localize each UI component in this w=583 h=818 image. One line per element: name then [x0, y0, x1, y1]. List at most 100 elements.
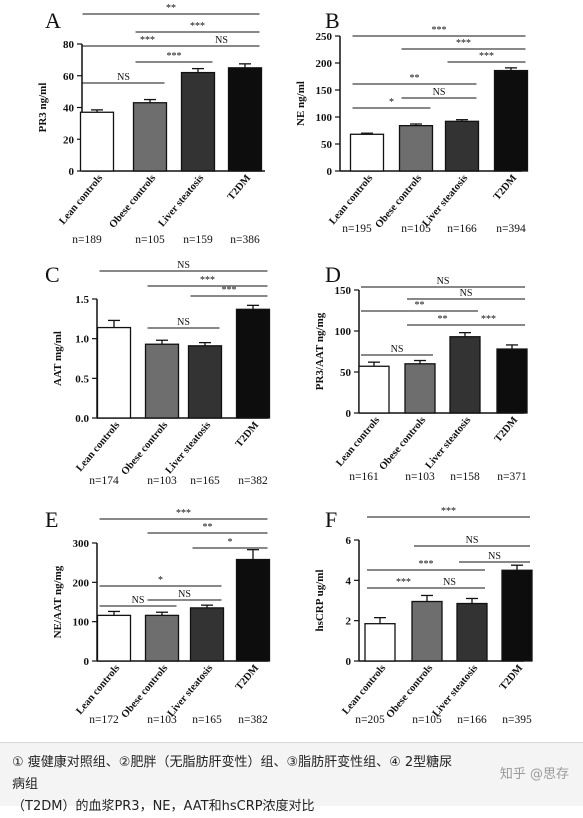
- n-label: n=161: [349, 471, 379, 483]
- bar: [235, 308, 271, 419]
- bar: [493, 69, 529, 172]
- significance-label: NS: [117, 72, 130, 83]
- bar: [349, 133, 385, 172]
- bar: [144, 614, 180, 662]
- bar: [404, 363, 436, 414]
- y-tick-label: 50: [340, 367, 352, 379]
- y-tick-label: 250: [316, 31, 333, 43]
- y-axis-label: AAT mg/ml: [52, 331, 64, 386]
- y-tick-label: 0: [346, 656, 352, 668]
- n-label: n=394: [496, 223, 526, 235]
- y-tick-label: 60: [63, 71, 75, 83]
- n-label: n=105: [401, 223, 431, 235]
- significance-label: ***: [456, 38, 471, 49]
- panel-letter: C: [45, 262, 60, 287]
- x-tick-label: Obese controls: [119, 663, 170, 721]
- significance-label: NS: [443, 577, 456, 588]
- n-label: n=195: [342, 223, 372, 235]
- y-tick-label: 150: [335, 285, 352, 297]
- x-tick-label: T2DM: [234, 663, 262, 693]
- significance-label: ***: [481, 314, 496, 325]
- y-tick-label: 1.0: [75, 334, 89, 346]
- x-tick-label: Obese controls: [384, 663, 435, 721]
- y-axis-label: hsCRP ug/ml: [314, 569, 326, 631]
- watermark: 知乎 @思存: [499, 767, 569, 782]
- y-tick-label: 0: [346, 408, 352, 420]
- bar: [235, 558, 271, 662]
- x-tick-label: Liver steatosis: [157, 173, 207, 229]
- bar: [358, 365, 390, 414]
- y-tick-label: 0: [327, 166, 333, 178]
- y-tick-label: 0: [84, 656, 90, 668]
- x-tick-label: T2DM: [226, 173, 254, 203]
- bar: [79, 111, 115, 172]
- caption-text: ① 瘦健康对照组、②肥胖（无脂肪肝变性）组、③脂肪肝变性组、④ 2型糖尿病组 （…: [12, 752, 462, 818]
- bar: [364, 623, 396, 662]
- n-label: n=205: [355, 714, 385, 726]
- bar: [96, 326, 132, 419]
- n-label: n=386: [230, 234, 260, 246]
- n-label: n=189: [72, 234, 102, 246]
- significance-label: ***: [200, 275, 215, 286]
- x-tick-label: Liver steatosis: [166, 663, 216, 719]
- n-label: n=158: [450, 471, 480, 483]
- x-tick-label: T2DM: [498, 663, 526, 693]
- significance-label: **: [166, 3, 176, 14]
- y-tick-label: 0.0: [75, 413, 89, 425]
- n-label: n=395: [502, 714, 532, 726]
- y-tick-label: 100: [73, 617, 90, 629]
- panel-letter: A: [45, 8, 61, 33]
- significance-label: **: [438, 314, 448, 325]
- significance-label: ***: [140, 35, 155, 46]
- significance-label: NS: [466, 535, 479, 546]
- n-label: n=166: [447, 223, 477, 235]
- panel-letter: B: [325, 8, 340, 33]
- significance-label: NS: [177, 260, 190, 271]
- bar: [189, 607, 225, 662]
- significance-label: ***: [441, 506, 456, 517]
- significance-label: ***: [432, 25, 447, 36]
- significance-label: NS: [215, 35, 228, 46]
- x-tick-label: Liver steatosis: [424, 415, 474, 471]
- significance-label: NS: [437, 276, 450, 287]
- n-label: n=166: [457, 714, 487, 726]
- y-axis-label: NE/AAT ng/mg: [52, 565, 64, 638]
- x-tick-label: T2DM: [234, 420, 262, 450]
- x-tick-label: T2DM: [493, 415, 521, 445]
- significance-label: NS: [391, 344, 404, 355]
- significance-label: *: [228, 537, 233, 548]
- significance-label: NS: [433, 87, 446, 98]
- n-label: n=105: [135, 234, 165, 246]
- significance-label: **: [410, 73, 420, 84]
- significance-label: ***: [222, 285, 237, 296]
- y-tick-label: 200: [316, 58, 333, 70]
- y-axis-label: PR3 ng/ml: [37, 83, 49, 133]
- n-label: n=103: [147, 714, 177, 726]
- panel-letter: E: [45, 507, 58, 532]
- significance-label: NS: [132, 595, 145, 606]
- n-label: n=165: [190, 475, 220, 487]
- y-tick-label: 40: [63, 103, 75, 115]
- y-tick-label: 100: [335, 326, 352, 338]
- bar: [501, 569, 533, 662]
- y-tick-label: 100: [316, 112, 333, 124]
- caption-box: ① 瘦健康对照组、②肥胖（无脂肪肝变性）组、③脂肪肝变性组、④ 2型糖尿病组 （…: [0, 742, 583, 814]
- bar: [496, 348, 528, 414]
- x-tick-label: Lean controls: [340, 663, 388, 717]
- x-tick-label: Obese controls: [373, 173, 424, 231]
- x-tick-label: T2DM: [492, 173, 520, 203]
- bar: [180, 71, 216, 172]
- significance-label: NS: [460, 288, 473, 299]
- x-tick-label: Lean controls: [327, 173, 375, 227]
- y-tick-label: 200: [73, 577, 90, 589]
- bar: [444, 120, 480, 172]
- n-label: n=103: [405, 471, 435, 483]
- panel-c: C 0.0 0.5 1.0 1.5 AAT mg/ml Lean controlsn=174…: [45, 260, 271, 487]
- n-label: n=105: [412, 714, 442, 726]
- n-label: n=382: [238, 714, 268, 726]
- y-tick-label: 150: [316, 85, 333, 97]
- significance-label: ***: [176, 508, 191, 519]
- y-tick-label: 50: [321, 139, 333, 151]
